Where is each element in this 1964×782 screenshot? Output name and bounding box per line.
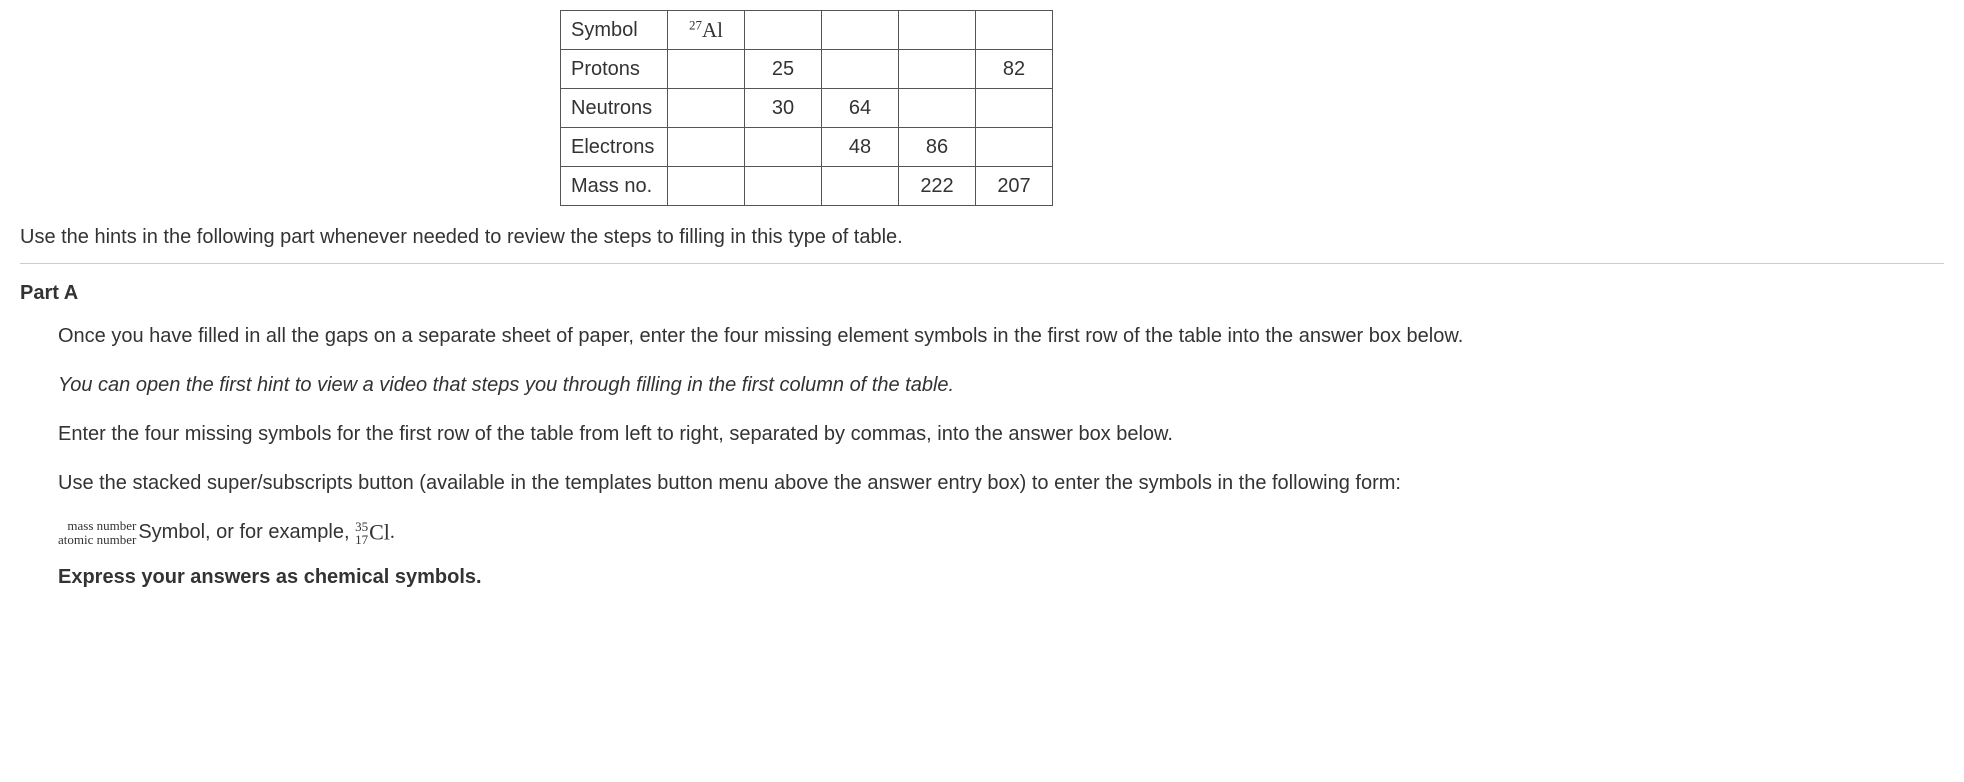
- part-a-body: Once you have filled in all the gaps on …: [20, 323, 1944, 591]
- cell: [822, 11, 899, 50]
- row-label: Mass no.: [561, 167, 668, 206]
- cell: [668, 89, 745, 128]
- cell: [899, 89, 976, 128]
- cell: 207: [976, 167, 1053, 206]
- cell: [745, 128, 822, 167]
- cell: [668, 50, 745, 89]
- express-instruction: Express your answers as chemical symbols…: [58, 564, 1944, 591]
- example-mass: 35: [355, 520, 368, 533]
- period: .: [390, 521, 395, 543]
- cell: [976, 89, 1053, 128]
- cell: 86: [899, 128, 976, 167]
- cell: [976, 11, 1053, 50]
- row-label: Electrons: [561, 128, 668, 167]
- separator-text: , or for example,: [205, 521, 355, 543]
- row-label: Symbol: [561, 11, 668, 50]
- cell: [745, 11, 822, 50]
- cell: [668, 167, 745, 206]
- table-row: Symbol 27Al: [561, 11, 1053, 50]
- cell: [899, 11, 976, 50]
- cell: 64: [822, 89, 899, 128]
- isotope-al27: 27Al: [689, 20, 723, 42]
- cell: [976, 128, 1053, 167]
- example-element: Cl: [369, 520, 390, 545]
- notation-example: mass number atomic number Symbol, or for…: [58, 519, 1944, 546]
- cell: [822, 167, 899, 206]
- cell: 82: [976, 50, 1053, 89]
- instruction-2: Enter the four missing symbols for the f…: [58, 421, 1944, 448]
- generic-stack: mass number atomic number: [58, 519, 136, 546]
- symbol-word: Symbol: [138, 521, 205, 543]
- cell: 25: [745, 50, 822, 89]
- cell: [822, 50, 899, 89]
- hint-text: You can open the first hint to view a vi…: [58, 372, 1944, 399]
- cell: 48: [822, 128, 899, 167]
- table-row: Mass no. 222 207: [561, 167, 1053, 206]
- example-atomic: 17: [355, 533, 368, 546]
- instruction-1: Once you have filled in all the gaps on …: [58, 323, 1944, 350]
- cell-symbol-1: 27Al: [668, 11, 745, 50]
- cell: [899, 50, 976, 89]
- atomic-number-label: atomic number: [58, 533, 136, 547]
- cell: [668, 128, 745, 167]
- cell: [745, 167, 822, 206]
- instruction-3: Use the stacked super/subscripts button …: [58, 470, 1944, 497]
- table-row: Neutrons 30 64: [561, 89, 1053, 128]
- isotope-table-container: Symbol 27Al Protons 25 82 Neutrons 30 64: [20, 10, 1944, 206]
- table-row: Protons 25 82: [561, 50, 1053, 89]
- isotope-table: Symbol 27Al Protons 25 82 Neutrons 30 64: [560, 10, 1053, 206]
- table-row: Electrons 48 86: [561, 128, 1053, 167]
- part-a-title: Part A: [20, 282, 1944, 305]
- example-stack: 35 17: [355, 520, 368, 546]
- intro-text: Use the hints in the following part when…: [20, 226, 1944, 249]
- section-divider: [20, 263, 1944, 264]
- row-label: Neutrons: [561, 89, 668, 128]
- row-label: Protons: [561, 50, 668, 89]
- cell: 30: [745, 89, 822, 128]
- mass-number-label: mass number: [58, 519, 136, 533]
- cell: 222: [899, 167, 976, 206]
